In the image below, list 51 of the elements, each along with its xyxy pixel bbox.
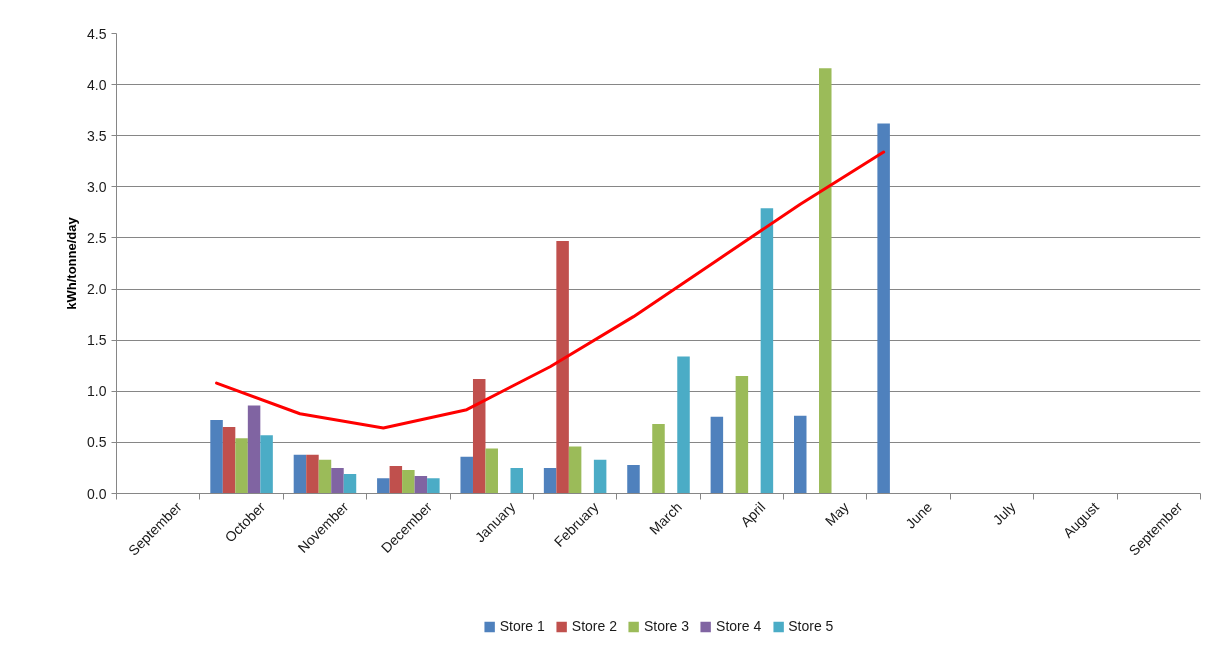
y-tick-label: 4.5 [87,25,107,42]
bar [460,456,473,494]
bar [593,459,607,494]
y-tick-label: 3.5 [87,127,107,144]
bar [510,467,523,494]
y-tick-label: 2.5 [87,229,107,246]
bar [427,478,440,494]
bar [568,446,582,494]
bar [652,423,665,494]
bar [794,415,807,494]
bar [710,416,724,494]
bar [556,241,569,494]
x-tick-label: July [989,498,1019,528]
y-axis-title: kWh/tonne/day [64,216,80,310]
bar [402,469,415,494]
bar [877,123,890,494]
y-tick-label: 4.0 [87,76,107,93]
y-tick-label: 1.0 [87,383,107,400]
bar [247,405,261,494]
bar [819,68,832,494]
bar [760,208,774,494]
legend-label: Store 4 [716,618,762,634]
bar [677,356,690,494]
bar [318,459,332,494]
bar [377,478,390,494]
bar [293,454,307,494]
bar [485,448,498,494]
legend-label: Store 3 [643,618,690,634]
legend-label: Store 5 [788,618,834,634]
bar [331,467,344,494]
bar [627,464,640,494]
bar [735,375,749,494]
legend-label: Store 1 [499,618,545,634]
bar [472,379,486,494]
y-tick-label: 0.5 [87,434,107,451]
line-series [215,150,886,430]
y-tick-label: 2.0 [87,281,107,298]
bar [389,465,403,494]
bar [235,438,248,494]
y-tick-label: 3.0 [87,178,107,195]
y-tick-label: 0.0 [87,485,107,502]
bar [543,467,557,494]
legend-label: Store 2 [571,618,617,634]
bar [343,474,357,494]
x-tick-label: May [821,498,852,529]
bar [306,454,319,494]
bar [222,427,236,494]
bar [414,476,428,494]
bar [210,419,223,494]
bar [260,435,273,494]
y-tick-label: 1.5 [87,332,107,349]
